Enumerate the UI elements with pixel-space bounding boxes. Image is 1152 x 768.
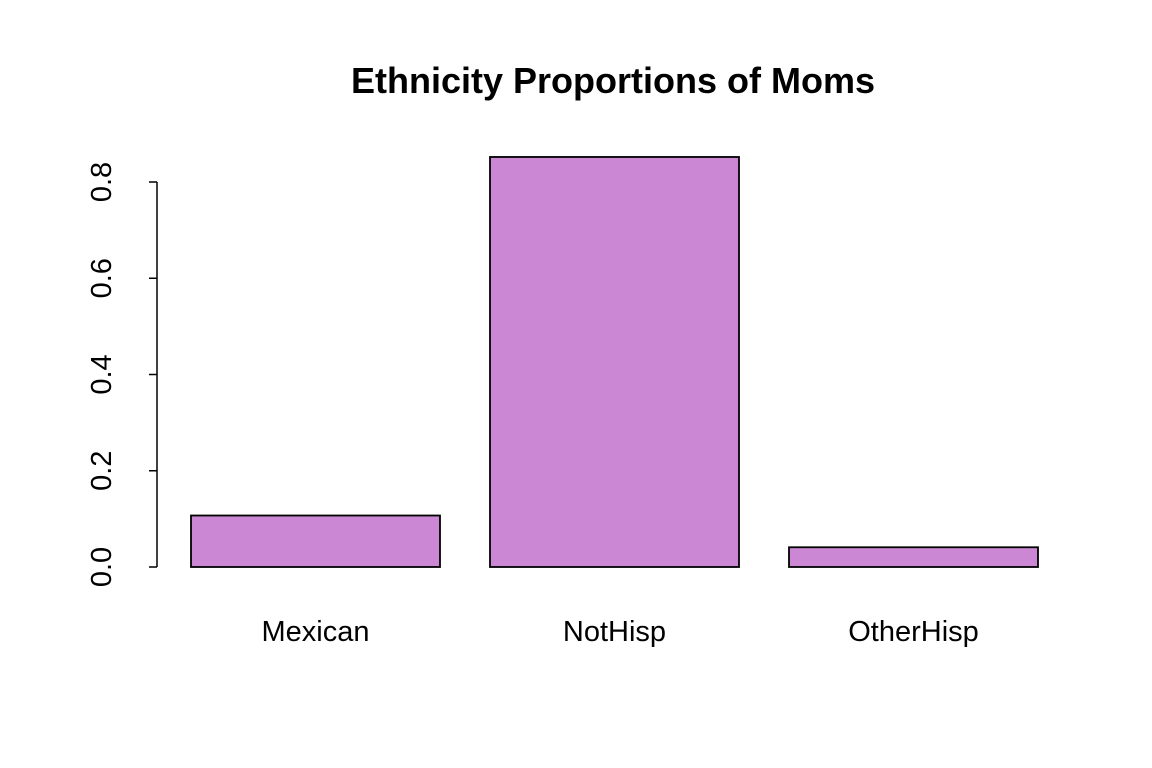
- y-axis: 0.0 0.2 0.4 0.6 0.8: [86, 162, 158, 587]
- y-tick-label: 0.0: [86, 547, 118, 587]
- x-axis-labels: Mexican NotHisp OtherHisp: [262, 616, 979, 648]
- y-tick-label: 0.4: [86, 354, 118, 394]
- bar-mexican: [190, 514, 441, 568]
- y-tick-label: 0.8: [86, 162, 118, 202]
- bar-otherhisp: [788, 546, 1039, 568]
- x-category-label: OtherHisp: [848, 616, 979, 648]
- chart-title: Ethnicity Proportions of Moms: [351, 60, 875, 101]
- bars-group: [190, 156, 1039, 568]
- y-tick-label: 0.6: [86, 258, 118, 298]
- x-category-label: NotHisp: [563, 616, 666, 648]
- y-tick-label: 0.2: [86, 451, 118, 491]
- x-category-label: Mexican: [262, 616, 370, 648]
- bar-nothisp: [489, 156, 740, 568]
